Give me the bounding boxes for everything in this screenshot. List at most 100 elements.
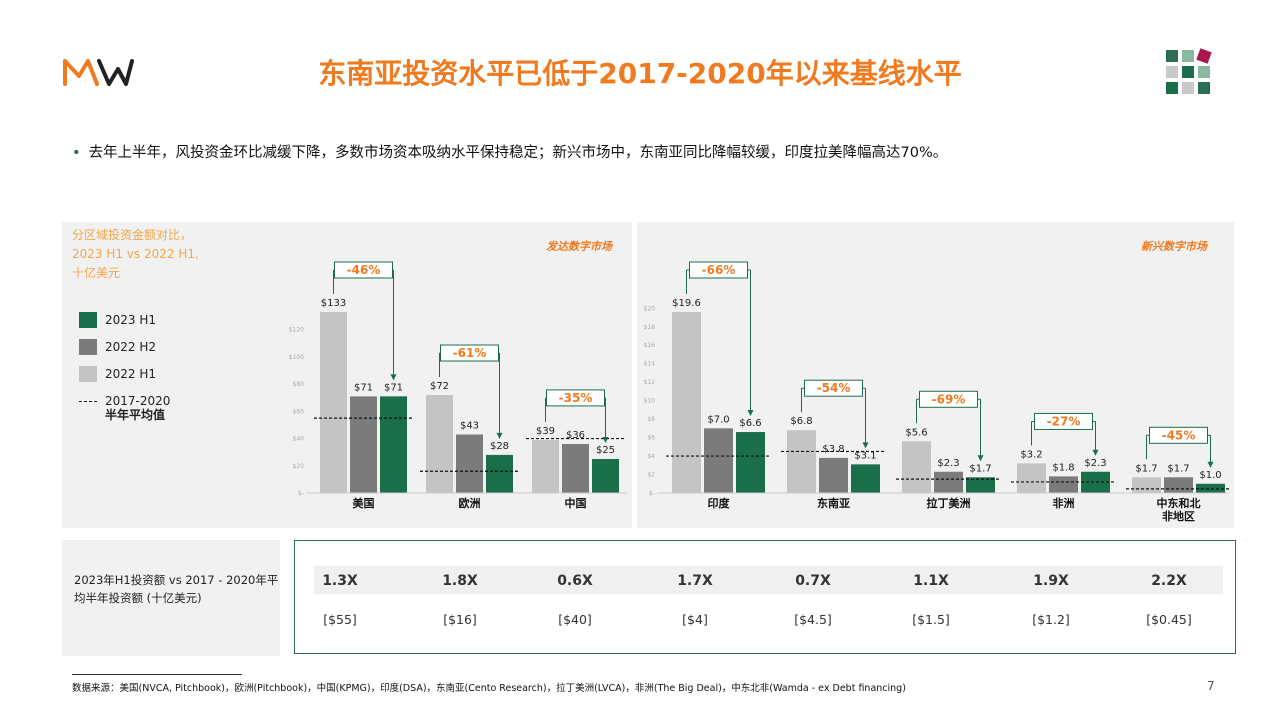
panel-title-line: 2023 H1 vs 2022 H1, xyxy=(72,247,199,261)
change-label: -27% xyxy=(1047,414,1081,428)
y-tick-label: $80 xyxy=(293,381,305,388)
summary-bullet: • 去年上半年，风投资金环比减缓下降，多数市场资本吸纳水平保持稳定；新兴市场中，东… xyxy=(72,141,947,162)
data-label: $19.6 xyxy=(672,298,701,309)
legend-swatch xyxy=(79,366,97,382)
y-tick-label: $8 xyxy=(647,416,655,423)
data-label: $28 xyxy=(490,441,509,452)
data-label: $36 xyxy=(566,430,585,441)
bar xyxy=(320,312,347,493)
legend-label: 2017-2020 xyxy=(105,394,171,408)
y-tick-label: $- xyxy=(649,490,655,497)
legend-label: 2023 H1 xyxy=(105,313,157,327)
bar xyxy=(787,430,816,493)
legend-item-baseline: 2017-2020 半年平均值 xyxy=(79,394,170,422)
change-badge xyxy=(334,261,393,279)
data-label: $7.0 xyxy=(707,414,729,425)
multiple-value: 1.9X xyxy=(1033,573,1069,589)
change-arrow-icon xyxy=(390,374,397,381)
y-tick-label: $4 xyxy=(647,453,655,460)
y-tick-label: $120 xyxy=(289,327,304,334)
y-tick-label: $10 xyxy=(644,398,656,405)
comparison-label: 2023年H1投资额 vs 2017 - 2020年平均半年投资额 (十亿美元) xyxy=(74,573,279,605)
category-label: 印度 xyxy=(708,496,731,510)
change-arrow-icon xyxy=(862,442,869,449)
change-arrow-icon xyxy=(1207,461,1214,468)
legend-item-2023h1: 2023 H1 xyxy=(79,312,156,328)
market-title: 发达数字市场 xyxy=(546,240,614,253)
category-label: 东南亚 xyxy=(817,496,850,510)
change-arrow-icon xyxy=(496,432,503,439)
bullet-dot-icon: • xyxy=(72,145,81,161)
data-label: $3.2 xyxy=(1020,449,1042,460)
bar xyxy=(934,471,963,493)
legend-label: 2022 H2 xyxy=(105,340,157,354)
y-tick-label: $12 xyxy=(644,379,656,386)
data-label: $71 xyxy=(384,382,403,393)
legend-label-sub: 半年平均值 xyxy=(105,408,166,422)
y-tick-label: $60 xyxy=(293,408,305,415)
data-label: $1.8 xyxy=(1052,462,1074,473)
y-tick-label: $40 xyxy=(293,436,305,443)
bar xyxy=(562,444,589,493)
page-number: 7 xyxy=(1207,679,1215,693)
bar xyxy=(851,464,880,493)
bar xyxy=(1049,476,1078,493)
data-label: $25 xyxy=(596,445,615,456)
bar xyxy=(1132,477,1161,493)
bar xyxy=(1081,471,1110,493)
bar xyxy=(426,395,453,493)
bar xyxy=(736,432,765,493)
average-value: [$16] xyxy=(443,612,477,627)
legend-item-2022h2: 2022 H2 xyxy=(79,339,156,355)
average-value: [$4.5] xyxy=(794,612,832,627)
category-label: 非洲 xyxy=(1053,496,1075,510)
multiple-value: 1.7X xyxy=(677,573,713,589)
category-label: 美国 xyxy=(353,496,375,510)
legend-item-2022h1: 2022 H1 xyxy=(79,366,156,382)
data-label: $133 xyxy=(321,298,346,309)
bar xyxy=(672,312,701,493)
change-badge xyxy=(804,379,863,397)
data-label: $71 xyxy=(354,382,373,393)
panel-title-line: 十亿美元 xyxy=(72,266,121,280)
bar xyxy=(1196,483,1225,493)
y-tick-label: $2 xyxy=(647,472,655,479)
average-value: [$0.45] xyxy=(1146,612,1192,627)
data-label: $1.7 xyxy=(1167,463,1189,474)
data-label: $72 xyxy=(430,381,449,392)
bar xyxy=(819,457,848,493)
change-arrow-icon xyxy=(1092,449,1099,456)
change-badge xyxy=(440,344,499,362)
bar xyxy=(902,441,931,493)
summary-text: 去年上半年，风投资金环比减缓下降，多数市场资本吸纳水平保持稳定；新兴市场中，东南… xyxy=(88,145,948,161)
change-badge xyxy=(689,261,748,279)
bar xyxy=(1164,477,1193,493)
legend-swatch xyxy=(79,339,97,355)
developed-markets-chart: $- $20 $40 $60 $80 $100 $120 发达数字市场 $133 $71 $71 美国… xyxy=(289,240,627,510)
bar xyxy=(1017,463,1046,493)
data-label: $1.7 xyxy=(969,463,991,474)
source-note: 数据来源：美国(NVCA, Pitchbook)，欧洲(Pitchbook)，中… xyxy=(72,683,906,694)
multiple-value: 1.3X xyxy=(322,573,358,589)
average-value: [$1.5] xyxy=(912,612,950,627)
change-label: -46% xyxy=(347,263,381,277)
multiple-value: 2.2X xyxy=(1151,573,1187,589)
multiples-band xyxy=(314,566,1223,594)
y-tick-label: $- xyxy=(298,490,304,497)
footer-divider xyxy=(72,674,242,675)
multiple-value: 1.8X xyxy=(442,573,478,589)
y-tick-label: $14 xyxy=(644,361,656,368)
data-label: $3.1 xyxy=(854,450,876,461)
legend-dash-icon xyxy=(79,400,97,402)
y-tick-label: $18 xyxy=(644,324,656,331)
company-logo xyxy=(63,59,134,86)
data-label: $3.8 xyxy=(822,444,844,455)
change-badge xyxy=(1034,412,1093,430)
data-label: $1.7 xyxy=(1135,463,1157,474)
y-tick-label: $16 xyxy=(644,342,656,349)
change-label: -61% xyxy=(453,346,487,360)
category-label: 非地区 xyxy=(1162,509,1195,523)
bar xyxy=(704,428,733,493)
change-label: -54% xyxy=(817,381,851,395)
bar xyxy=(532,439,559,493)
